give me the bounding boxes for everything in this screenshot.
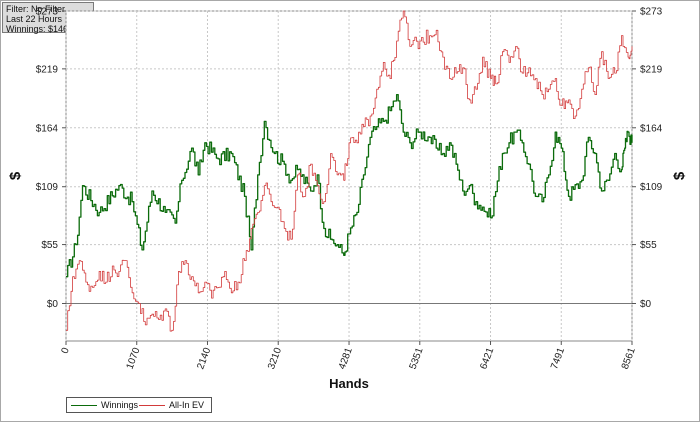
y-tick-label-right: $0 <box>640 299 652 310</box>
y-axis-label-left: $ <box>7 171 24 180</box>
y-tick-label-left: $109 <box>36 182 59 193</box>
x-tick-label: 7491 <box>549 346 567 371</box>
legend-item-winnings: Winnings <box>71 400 141 410</box>
x-tick-label: 2140 <box>195 346 213 371</box>
legend-item-all-in-ev: All-In EV <box>139 400 209 410</box>
series-line-winnings <box>66 93 633 278</box>
x-tick-label: 5351 <box>408 346 426 371</box>
y-tick-label-left: $219 <box>36 64 59 75</box>
x-tick-label: 1070 <box>125 346 143 371</box>
y-tick-label-left: $55 <box>41 240 58 251</box>
series-lines <box>66 10 633 332</box>
y-axis-label-right: $ <box>671 171 688 180</box>
legend: Winnings All-In EV <box>66 397 212 413</box>
x-tick-label: 0 <box>60 346 72 355</box>
y-tick-label-left: $273 <box>36 7 59 18</box>
x-axis-label: Hands <box>329 376 369 391</box>
y-tick-label-right: $55 <box>640 240 657 251</box>
series-line-all-in-ev <box>66 10 633 332</box>
x-tick-label: 3210 <box>266 346 284 371</box>
y-tick-label-left: $164 <box>36 123 59 134</box>
y-tick-label-right: $219 <box>640 64 663 75</box>
x-axis-ticks: 0 1070 2140 3210 4281 5351 6421 7491 8561 <box>60 341 638 371</box>
x-tick-label: 4281 <box>337 346 355 371</box>
gridlines <box>65 10 633 341</box>
x-tick-label: 8561 <box>620 346 638 371</box>
legend-label-winnings: Winnings <box>101 400 139 410</box>
x-tick-label: 6421 <box>478 346 496 371</box>
filter-text: Filter: No Filter <box>6 4 66 14</box>
legend-swatch-winnings <box>71 405 97 406</box>
y-tick-label-right: $109 <box>640 182 663 193</box>
y-tick-label-right: $164 <box>640 123 663 134</box>
y-tick-label-left: $0 <box>47 299 59 310</box>
legend-label-all-in-ev: All-In EV <box>169 400 205 410</box>
y-tick-label-right: $273 <box>640 7 663 18</box>
period-text: Last 22 Hours <box>6 14 63 24</box>
y-axis-right-ticks: $0 $55 $109 $164 $219 $273 <box>632 7 663 310</box>
legend-swatch-all-in-ev <box>139 405 165 406</box>
y-axis-left-ticks: $0 $55 $109 $164 $219 $273 <box>36 7 66 310</box>
winnings-total-text: Winnings: $146.53 <box>6 24 81 34</box>
